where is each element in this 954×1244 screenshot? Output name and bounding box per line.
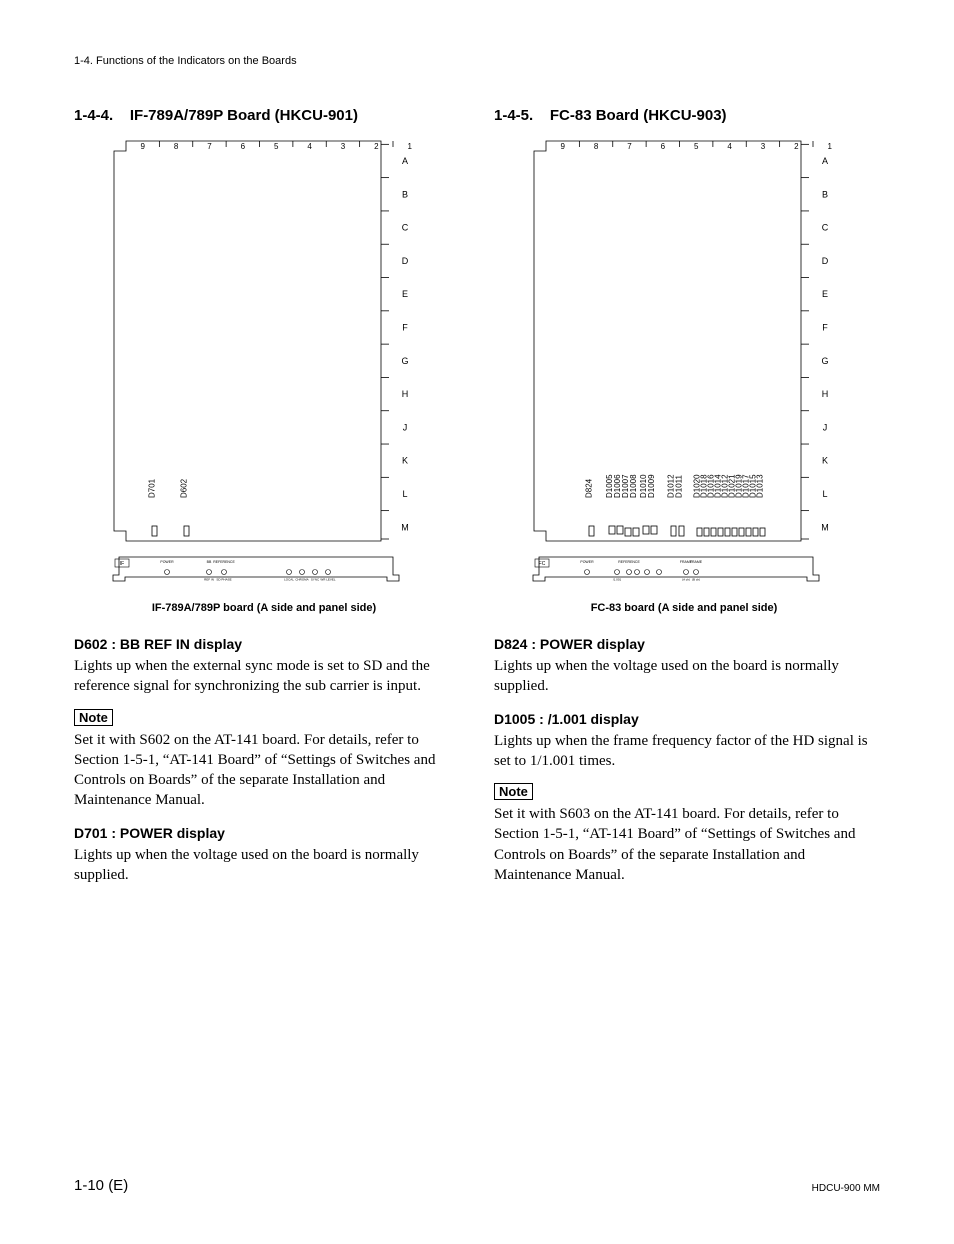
svg-text:D1008: D1008 [629,474,638,498]
svg-text:SD PHASE: SD PHASE [216,578,231,582]
svg-text:(B ch): (B ch) [692,578,700,582]
right-panel-diagram: FCPOWER/1.001REFERENCEFRAME(A ch)FRAME(B… [529,554,839,584]
svg-text:D1009: D1009 [647,474,656,498]
svg-text:5: 5 [274,142,279,151]
note-label: Note [494,783,533,800]
page: 1-4. Functions of the Indicators on the … [0,0,954,1244]
svg-text:4: 4 [307,142,312,151]
svg-text:J: J [823,422,828,432]
svg-text:L: L [822,489,827,499]
svg-text:REF IN: REF IN [204,578,214,582]
svg-text:5: 5 [694,142,699,151]
svg-text:2: 2 [794,142,799,151]
note-label: Note [74,709,113,726]
d701-head: D701 : POWER display [74,825,454,841]
svg-text:SYNC: SYNC [311,578,320,582]
svg-text:D701: D701 [148,478,157,498]
svg-text:M: M [821,522,829,532]
doc-code: HDCU-900 MM [812,1183,880,1194]
svg-text:D1013: D1013 [756,474,765,498]
svg-text:WR LEVEL: WR LEVEL [320,578,336,582]
svg-text:M: M [401,522,409,532]
svg-text:7: 7 [207,142,212,151]
svg-text:9: 9 [560,142,565,151]
svg-text:(A ch): (A ch) [682,578,690,582]
svg-text:H: H [822,389,829,399]
right-figcaption: FC-83 board (A side and panel side) [494,602,874,614]
svg-text:1: 1 [827,142,832,151]
left-heading: 1-4-4. IF-789A/789P Board (HKCU-901) [74,107,454,124]
svg-text:A: A [402,156,408,166]
svg-text:D: D [822,256,829,266]
svg-text:C: C [402,223,409,233]
svg-text:LOCAL: LOCAL [284,578,294,582]
svg-text:F: F [822,322,828,332]
svg-text:K: K [402,456,408,466]
svg-text:9: 9 [140,142,145,151]
right-descriptions: D824 : POWER display Lights up when the … [494,636,874,885]
svg-text:G: G [821,356,828,366]
svg-text:FC: FC [539,561,546,567]
svg-text:D824: D824 [585,478,594,498]
page-number: 1-10 (E) [74,1177,128,1194]
d1005-head: D1005 : /1.001 display [494,711,874,727]
svg-text:B: B [822,189,828,199]
svg-text:8: 8 [594,142,599,151]
left-heading-num: 1-4-4. [74,107,113,124]
svg-text:C: C [822,223,829,233]
svg-text:7: 7 [627,142,632,151]
svg-text:D1011: D1011 [675,474,684,498]
svg-text:J: J [403,422,408,432]
svg-text:2: 2 [374,142,379,151]
d1005-body: Lights up when the frame frequency facto… [494,731,874,772]
svg-text:8: 8 [174,142,179,151]
svg-text:4: 4 [727,142,732,151]
right-heading-num: 1-4-5. [494,107,533,124]
svg-text:/1.001: /1.001 [613,578,622,582]
svg-text:6: 6 [661,142,666,151]
svg-text:POWER: POWER [580,560,594,564]
right-column: 1-4-5. FC-83 Board (HKCU-903) 9 8 7 6 5 4 3 2 1 A… [494,107,874,885]
svg-text:G: G [401,356,408,366]
svg-text:CHROMA: CHROMA [295,578,308,582]
d602-body: Lights up when the external sync mode is… [74,656,454,697]
svg-text:POWER: POWER [160,560,174,564]
svg-text:H: H [402,389,409,399]
d602-note: Set it with S602 on the AT-141 board. Fo… [74,730,454,811]
svg-text:D: D [402,256,409,266]
left-panel-diagram: IF POWER BB REF IN REFERENCE SD PHASE LOCALCHR… [109,554,419,584]
svg-text:B: B [402,189,408,199]
svg-text:3: 3 [341,142,346,151]
svg-text:6: 6 [241,142,246,151]
svg-text:REFERENCE: REFERENCE [213,560,235,564]
d824-head: D824 : POWER display [494,636,874,652]
right-heading-txt: FC-83 Board (HKCU-903) [550,107,727,124]
svg-text:K: K [822,456,828,466]
svg-text:L: L [402,489,407,499]
running-head: 1-4. Functions of the Indicators on the … [74,55,880,67]
svg-text:3: 3 [761,142,766,151]
svg-text:E: E [402,289,408,299]
svg-text:F: F [402,322,408,332]
columns: 1-4-4. IF-789A/789P Board (HKCU-901) 9 8 7… [74,107,880,885]
svg-text:E: E [822,289,828,299]
left-figcaption: IF-789A/789P board (A side and panel sid… [74,602,454,614]
svg-text:D602: D602 [180,478,189,498]
left-descriptions: D602 : BB REF IN display Lights up when … [74,636,454,885]
svg-text:BB: BB [207,560,212,564]
d701-body: Lights up when the voltage used on the b… [74,845,454,886]
right-board-diagram: 987654321ABCDEFGHJKLMD824D1005D1006D1007… [529,136,839,546]
right-heading: 1-4-5. FC-83 Board (HKCU-903) [494,107,874,124]
d602-head: D602 : BB REF IN display [74,636,454,652]
left-column: 1-4-4. IF-789A/789P Board (HKCU-901) 9 8 7… [74,107,454,885]
svg-text:IF: IF [120,561,124,567]
svg-text:REFERENCE: REFERENCE [618,560,640,564]
svg-text:A: A [822,156,828,166]
left-heading-txt: IF-789A/789P Board (HKCU-901) [130,107,358,124]
d824-body: Lights up when the voltage used on the b… [494,656,874,697]
d1005-note: Set it with S603 on the AT-141 board. Fo… [494,804,874,885]
left-board-diagram: 9 8 7 6 5 4 3 2 1 A B C D E F G H J K L M D701 D602 [109,136,419,546]
svg-text:1: 1 [407,142,412,151]
svg-text:FRAME: FRAME [690,560,703,564]
